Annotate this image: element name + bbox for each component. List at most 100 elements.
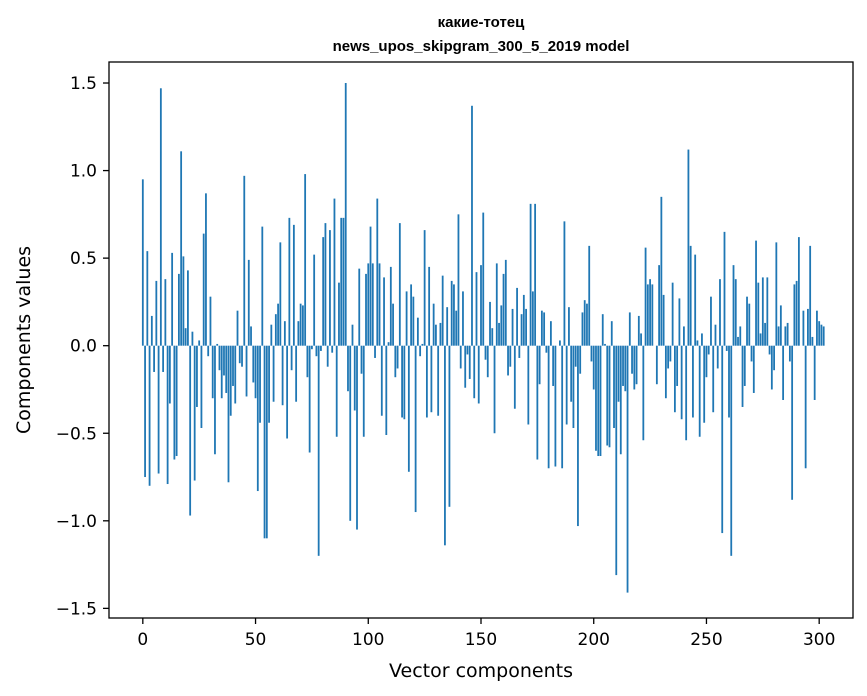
bar	[471, 105, 473, 346]
bar	[162, 345, 165, 372]
bar	[809, 245, 812, 346]
bar	[565, 345, 568, 425]
bar	[651, 284, 654, 346]
bar	[734, 279, 737, 346]
bar	[383, 277, 385, 346]
bar	[283, 321, 286, 346]
bar	[525, 308, 527, 346]
bar	[457, 214, 460, 346]
bar	[157, 345, 160, 474]
bar	[676, 345, 679, 386]
bar	[475, 272, 478, 346]
bar	[196, 345, 198, 407]
x-tick-label: 100	[352, 630, 384, 650]
bar	[606, 345, 609, 446]
bar	[398, 223, 401, 346]
bar	[637, 315, 640, 346]
bar	[737, 336, 739, 346]
bar	[329, 230, 331, 346]
bar	[504, 259, 507, 346]
bar	[746, 296, 748, 346]
bar	[351, 324, 354, 346]
y-tick-label: 1.5	[70, 74, 97, 94]
chart-title-line-2: news_upos_skipgram_300_5_2019 model	[333, 38, 630, 55]
bar	[540, 310, 543, 346]
bar	[394, 345, 397, 378]
bar	[741, 345, 744, 407]
bar	[353, 345, 356, 411]
bar	[534, 203, 537, 346]
bar	[344, 83, 347, 346]
bar	[261, 226, 264, 346]
y-tick-label: −0.5	[56, 424, 97, 444]
x-axis-label: Vector components	[389, 660, 573, 682]
bar	[392, 303, 394, 346]
bar	[531, 291, 534, 346]
bar	[568, 307, 570, 346]
bar	[259, 345, 261, 423]
bar	[198, 340, 201, 346]
x-tick-label: 300	[803, 630, 835, 650]
bar	[428, 266, 431, 346]
bar	[374, 345, 376, 358]
bar	[673, 345, 676, 413]
bar	[419, 345, 422, 357]
bar	[608, 345, 611, 448]
bar	[144, 345, 146, 478]
bar	[171, 252, 174, 346]
bar	[349, 345, 352, 521]
bar	[768, 345, 771, 355]
bar	[301, 305, 304, 346]
bar	[220, 345, 223, 399]
bar	[685, 345, 688, 441]
bar	[664, 345, 667, 399]
y-axis-ticks: −1.5 −1.0 −0.5 0.0 0.5 1.0 1.5	[56, 74, 109, 619]
bar	[516, 287, 518, 346]
bar	[263, 345, 266, 539]
bar	[770, 345, 773, 390]
bar	[410, 284, 413, 346]
bar	[209, 296, 212, 346]
bar	[692, 345, 694, 418]
bar	[495, 263, 498, 346]
bar	[549, 321, 552, 346]
bar	[574, 345, 577, 367]
bar	[563, 221, 566, 346]
bar	[270, 324, 273, 346]
bar	[232, 345, 234, 386]
bar	[633, 345, 636, 390]
bar	[559, 340, 561, 346]
y-tick-label: −1.5	[56, 599, 97, 619]
bar	[522, 294, 525, 346]
bar	[511, 308, 514, 346]
bar	[317, 345, 320, 556]
bar	[360, 345, 363, 374]
bar	[601, 314, 604, 346]
y-tick-label: 0.5	[70, 249, 97, 269]
bar	[743, 345, 746, 386]
bar	[279, 242, 282, 346]
bar	[250, 326, 252, 346]
bar	[189, 345, 192, 516]
bar	[295, 345, 298, 402]
y-axis-label: Components values	[13, 246, 35, 434]
bar	[536, 345, 539, 460]
bar	[159, 88, 162, 346]
bar	[683, 326, 685, 346]
bar	[423, 230, 426, 346]
bar	[707, 345, 710, 355]
bar	[421, 343, 424, 346]
bar	[369, 226, 372, 346]
bar	[739, 326, 742, 346]
bar	[313, 254, 316, 346]
bar	[791, 345, 794, 500]
bar	[396, 345, 399, 369]
bar	[150, 315, 153, 346]
bar	[437, 345, 440, 416]
bar	[335, 345, 338, 437]
bar	[622, 345, 624, 386]
bar	[432, 303, 435, 346]
bar	[290, 345, 293, 371]
bar	[166, 345, 169, 485]
bar	[617, 345, 620, 402]
